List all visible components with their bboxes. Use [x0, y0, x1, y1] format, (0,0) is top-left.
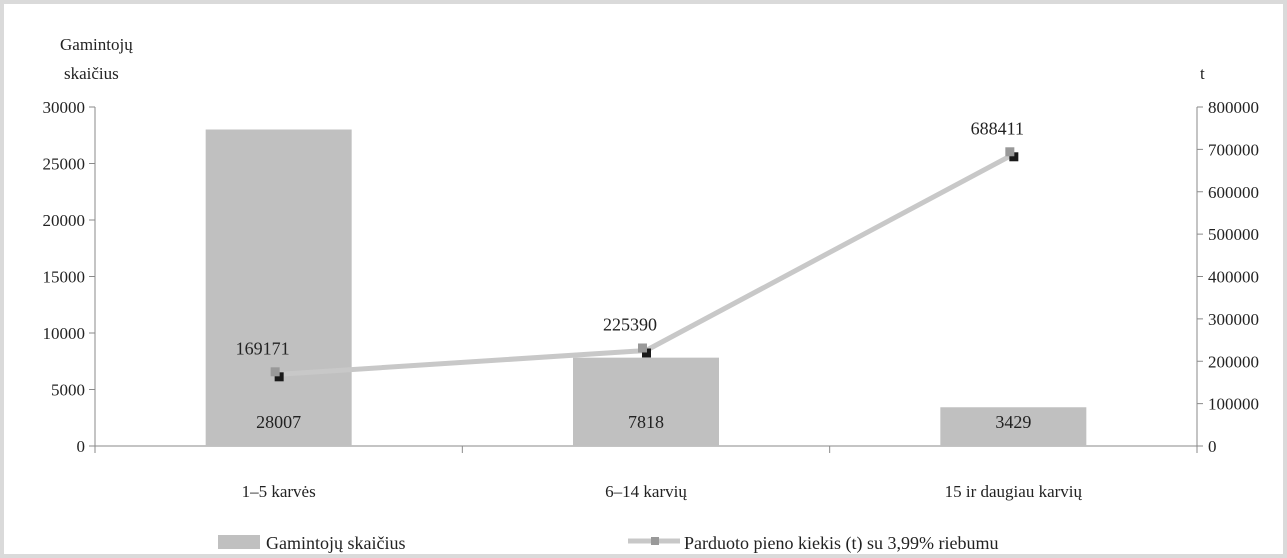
left-axis-tick-label: 20000 — [43, 211, 86, 230]
legend: Gamintojų skaičius Parduoto pieno kiekis … — [218, 533, 998, 554]
line-marker-shadow — [1009, 152, 1019, 162]
right-axis-tick-label: 200000 — [1208, 352, 1259, 371]
bar — [573, 357, 719, 446]
bar-data-label: 7818 — [628, 412, 664, 432]
line-data-label: 169171 — [236, 338, 290, 358]
right-axis-tick-label: 500000 — [1208, 225, 1259, 244]
bar-data-label: 3429 — [995, 412, 1031, 432]
legend-line-marker — [651, 537, 659, 545]
line-marker — [638, 343, 647, 353]
right-axis-tick-label: 300000 — [1208, 310, 1259, 329]
right-axis-tick-label: 400000 — [1208, 268, 1259, 287]
right-axis-tick-label: 600000 — [1208, 183, 1259, 202]
left-axis-tick-label: 30000 — [43, 98, 86, 117]
left-axis-tick-label: 25000 — [43, 155, 86, 174]
right-axis-title: t — [1200, 64, 1205, 83]
line-series: 169171 225390 688411 — [236, 118, 1024, 382]
left-axis-tick-label: 5000 — [51, 381, 85, 400]
left-axis-title-line: skaičius — [64, 64, 119, 83]
left-axis: 0 5000 10000 15000 20000 25000 30000 — [43, 98, 96, 456]
left-axis-title-line: Gamintojų — [60, 35, 133, 54]
legend-bar-label: Gamintojų skaičius — [266, 533, 405, 553]
bar — [940, 407, 1087, 446]
right-axis-tick-label: 700000 — [1208, 140, 1259, 159]
legend-line-label: Parduoto pieno kiekis (t) su 3,99% riebu… — [684, 533, 998, 554]
x-axis-tick-label: 6–14 karvių — [605, 482, 687, 501]
right-axis: 0 100000 200000 300000 400000 500000 600000 700… — [1196, 98, 1259, 456]
legend-bar-swatch — [218, 535, 260, 549]
line-marker — [270, 367, 280, 377]
line-data-label: 225390 — [603, 314, 657, 334]
line-marker-shadow — [274, 372, 284, 382]
right-axis-tick-label: 800000 — [1208, 98, 1259, 117]
bar-data-label: 28007 — [256, 412, 301, 432]
right-axis-tick-label: 0 — [1208, 437, 1217, 456]
bar-series: 28007 7818 3429 — [205, 129, 1087, 446]
left-axis-tick-label: 15000 — [43, 268, 86, 287]
line-marker — [1005, 147, 1015, 157]
line-path — [278, 152, 1015, 377]
left-axis-tick-label: 10000 — [43, 324, 86, 343]
line-data-label: 688411 — [971, 118, 1024, 138]
line-marker-shadow — [642, 348, 651, 358]
left-axis-tick-label: 0 — [77, 437, 86, 456]
right-axis-tick-label: 100000 — [1208, 395, 1259, 414]
left-axis-title: Gamintojų skaičius — [60, 35, 133, 83]
bar — [205, 129, 352, 446]
x-axis-tick-label: 15 ir daugiau karvių — [945, 482, 1083, 501]
x-axis: 1–5 karvės 6–14 karvių 15 ir daugiau karvi… — [94, 445, 1198, 501]
x-axis-tick-label: 1–5 karvės — [242, 482, 316, 501]
